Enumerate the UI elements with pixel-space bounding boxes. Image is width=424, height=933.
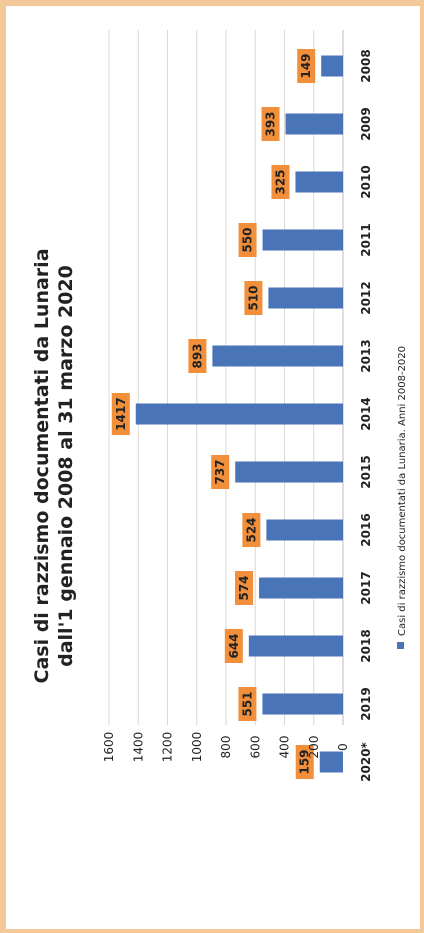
x-category-label: 2013: [359, 339, 373, 372]
x-category-label: 2018: [359, 629, 373, 662]
data-label: 893: [190, 343, 204, 368]
legend-label: Casi di razzismo documentati da Lunaria.…: [397, 346, 408, 636]
bar-2011: [262, 229, 343, 251]
x-category-label: 2012: [359, 281, 373, 314]
chart-title-line-1: Casi di razzismo documentati da Lunaria: [31, 248, 53, 683]
data-label-box: [188, 339, 207, 373]
gridlines: [108, 30, 344, 725]
bar-2010: [295, 171, 343, 193]
x-category-label: 2011: [359, 223, 373, 256]
data-label-box: [238, 687, 257, 721]
y-tick-label: 800: [219, 736, 233, 759]
x-category-label: 2017: [359, 571, 373, 604]
legend: Casi di razzismo documentati da Lunaria.…: [397, 346, 408, 649]
data-label-box: [211, 455, 230, 489]
bar-2014: [135, 403, 343, 425]
data-label: 393: [264, 111, 278, 136]
data-label-box: [238, 223, 257, 257]
data-label-box: [224, 629, 243, 663]
bar-2013: [212, 345, 343, 367]
y-tick-label: 1200: [161, 732, 175, 763]
y-tick-label: 0: [336, 743, 350, 751]
bars: [135, 55, 343, 773]
y-tick-label: 1000: [190, 732, 204, 763]
data-label-box: [261, 107, 280, 141]
y-axis-ticks: 0 200 400 600 800 1000 1200 1400 1600: [102, 732, 350, 763]
x-category-label: 2015: [359, 455, 373, 488]
y-tick-label: 600: [248, 736, 262, 759]
x-category-label: 2014: [359, 397, 373, 430]
data-label-box: [242, 513, 261, 547]
x-category-label: 2009: [359, 107, 373, 140]
data-label-box: [111, 393, 130, 435]
data-label: 1417: [114, 397, 128, 430]
bar-2017: [259, 577, 343, 599]
bar-2009: [285, 113, 343, 135]
x-category-label: 2008: [359, 49, 373, 82]
y-tick-label: 200: [307, 736, 321, 759]
data-label-box: [244, 281, 263, 315]
bar-2008: [321, 55, 343, 77]
data-label: 149: [299, 53, 313, 78]
data-label-box: [295, 745, 314, 779]
data-label: 159: [298, 749, 312, 774]
x-category-label: 2010: [359, 165, 373, 198]
data-label-box: [235, 571, 254, 605]
y-tick-label: 1600: [102, 732, 116, 763]
bar-2015: [235, 461, 343, 483]
data-labels: 149 393 325 550 510 893 1417 737 524 574 644 551 159: [111, 49, 316, 779]
legend-swatch: [397, 642, 404, 649]
data-label: 644: [227, 633, 241, 658]
x-category-label: 2016: [359, 513, 373, 546]
chart-title-line-2: dall'1 gennaio 2008 al 31 marzo 2020: [55, 265, 77, 667]
data-label-box: [271, 165, 290, 199]
y-tick-label: 1400: [131, 732, 145, 763]
x-category-label: 2020*: [359, 741, 373, 781]
data-label: 737: [213, 459, 227, 484]
bar-2012: [268, 287, 343, 309]
data-label: 551: [240, 691, 254, 716]
data-label: 325: [273, 169, 287, 194]
bar-2016: [266, 519, 343, 541]
x-axis-categories: 2008 2009 2010 2011 2012 2013 2014 2015 …: [359, 49, 373, 782]
data-label: 524: [244, 517, 258, 542]
bar-2019: [262, 693, 343, 715]
bar-2020*: [319, 751, 343, 773]
data-label: 550: [241, 227, 255, 252]
bar-2018: [248, 635, 343, 657]
y-tick-label: 400: [278, 736, 292, 759]
data-label: 574: [237, 575, 251, 600]
data-label-box: [297, 49, 316, 83]
data-label: 510: [246, 285, 260, 310]
x-category-label: 2019: [359, 687, 373, 720]
